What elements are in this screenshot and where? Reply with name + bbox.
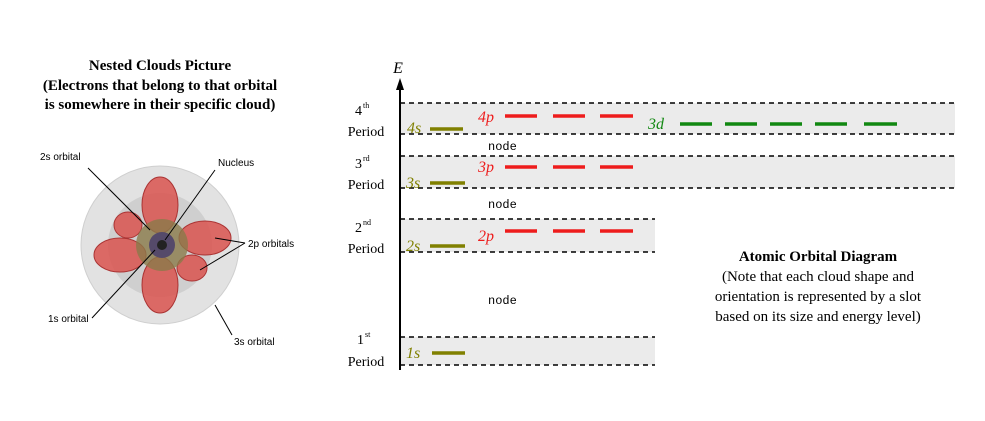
period-number: 2 xyxy=(355,221,362,236)
period-suffix: rd xyxy=(363,154,370,163)
period-suffix: nd xyxy=(363,218,371,227)
orbital-label: 3d xyxy=(647,116,665,133)
orbital-label: 2p xyxy=(478,228,494,245)
caption-title: Atomic Orbital Diagram xyxy=(739,249,898,265)
axis-arrow xyxy=(396,78,404,90)
period-number: 3 xyxy=(355,157,362,172)
energy-bands xyxy=(400,102,955,366)
period-suffix: st xyxy=(365,330,371,339)
cloud-label: 1s orbital xyxy=(48,314,89,325)
orbital-slots xyxy=(430,114,897,355)
node-label: node xyxy=(488,198,517,212)
period-number: 4 xyxy=(355,104,362,119)
cloud-label: 2p orbitals xyxy=(248,239,294,250)
period-label: Period xyxy=(348,125,385,140)
orbital-label: 3s xyxy=(405,175,420,192)
period-label: Period xyxy=(348,178,385,193)
left-subtitle: (Electrons that belong to that orbital xyxy=(43,78,277,94)
period-suffix: th xyxy=(363,101,369,110)
left-subtitle: is somewhere in their specific cloud) xyxy=(45,97,276,113)
caption-line: orientation is represented by a slot xyxy=(715,289,922,305)
orbital-label: 4s xyxy=(407,120,421,137)
period-label: Period xyxy=(348,355,385,370)
node-label: node xyxy=(488,140,517,154)
period-label: Period xyxy=(348,242,385,257)
orbital-label: 4p xyxy=(478,109,494,126)
left-title: Nested Clouds Picture xyxy=(89,58,232,74)
caption-line: (Note that each cloud shape and xyxy=(722,269,915,285)
cloud-label: 3s orbital xyxy=(234,337,275,348)
cloud-picture xyxy=(80,165,246,336)
cloud-label: 2s orbital xyxy=(40,152,81,163)
orbital-label: 3p xyxy=(477,159,494,176)
period-number: 1 xyxy=(357,333,364,348)
node-label: node xyxy=(488,294,517,308)
cloud-label: Nucleus xyxy=(218,158,254,169)
axis-label: E xyxy=(392,60,403,77)
orbital-label: 1s xyxy=(406,345,420,362)
period-labels: 4 th Period 3 rd Period 2 nd Period 1 st… xyxy=(348,101,385,370)
caption-line: based on its size and energy level) xyxy=(715,309,921,325)
orbital-label: 2s xyxy=(406,238,420,255)
